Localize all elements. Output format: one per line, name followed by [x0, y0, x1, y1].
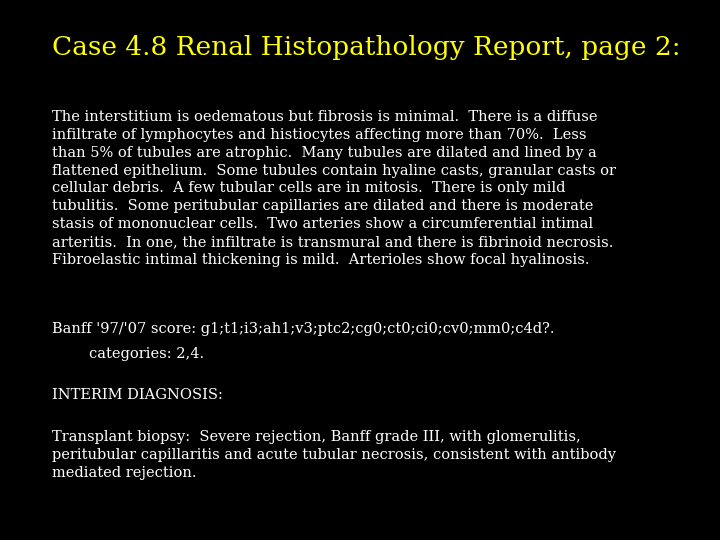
Text: Transplant biopsy:  Severe rejection, Banff grade III, with glomerulitis,
peritu: Transplant biopsy: Severe rejection, Ban… — [52, 430, 616, 480]
Text: Case 4.8 Renal Histopathology Report, page 2:: Case 4.8 Renal Histopathology Report, pa… — [52, 35, 680, 60]
Text: The interstitium is oedematous but fibrosis is minimal.  There is a diffuse
infi: The interstitium is oedematous but fibro… — [52, 110, 616, 267]
Text: INTERIM DIAGNOSIS:: INTERIM DIAGNOSIS: — [52, 388, 223, 402]
Text: Banff '97/'07 score: g1;t1;i3;ah1;v3;ptc2;cg0;ct0;ci0;cv0;mm0;c4d?.: Banff '97/'07 score: g1;t1;i3;ah1;v3;ptc… — [52, 322, 554, 336]
Text: categories: 2,4.: categories: 2,4. — [52, 347, 204, 361]
